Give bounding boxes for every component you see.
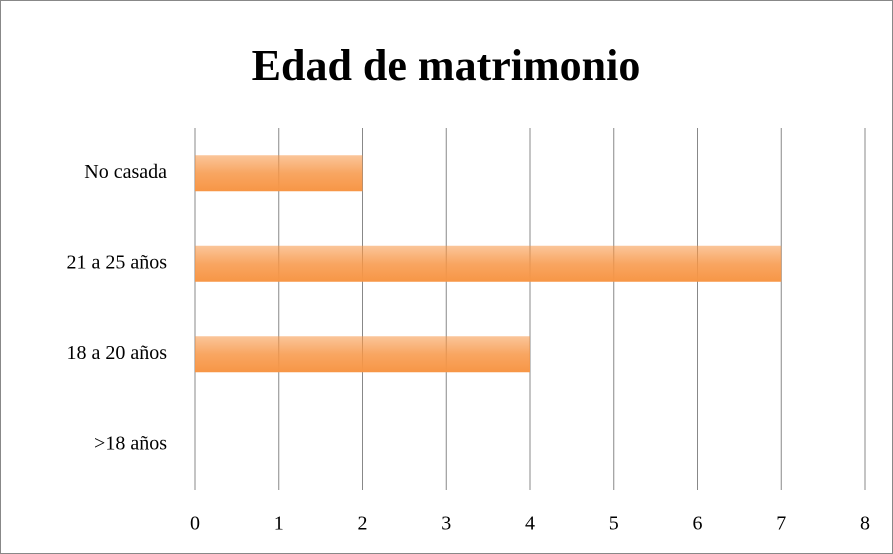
bar xyxy=(195,155,363,192)
x-tick-label: 2 xyxy=(358,513,368,535)
x-tick-label: 0 xyxy=(190,513,200,535)
x-tick-label: 5 xyxy=(609,513,619,535)
x-tick-label: 1 xyxy=(274,513,284,535)
y-tick-label: >18 años xyxy=(94,432,167,454)
chart-title: Edad de matrimonio xyxy=(252,41,641,90)
y-tick-label: No casada xyxy=(84,161,167,183)
x-tick-label: 6 xyxy=(693,513,703,535)
bar xyxy=(195,245,782,282)
y-tick-label: 21 a 25 años xyxy=(66,251,167,273)
x-tick-label: 4 xyxy=(525,513,535,535)
x-tick-label: 8 xyxy=(860,513,870,535)
x-tick-label: 7 xyxy=(776,513,786,535)
bar xyxy=(195,336,530,373)
y-tick-label: 18 a 20 años xyxy=(66,342,167,364)
x-tick-label: 3 xyxy=(441,513,451,535)
